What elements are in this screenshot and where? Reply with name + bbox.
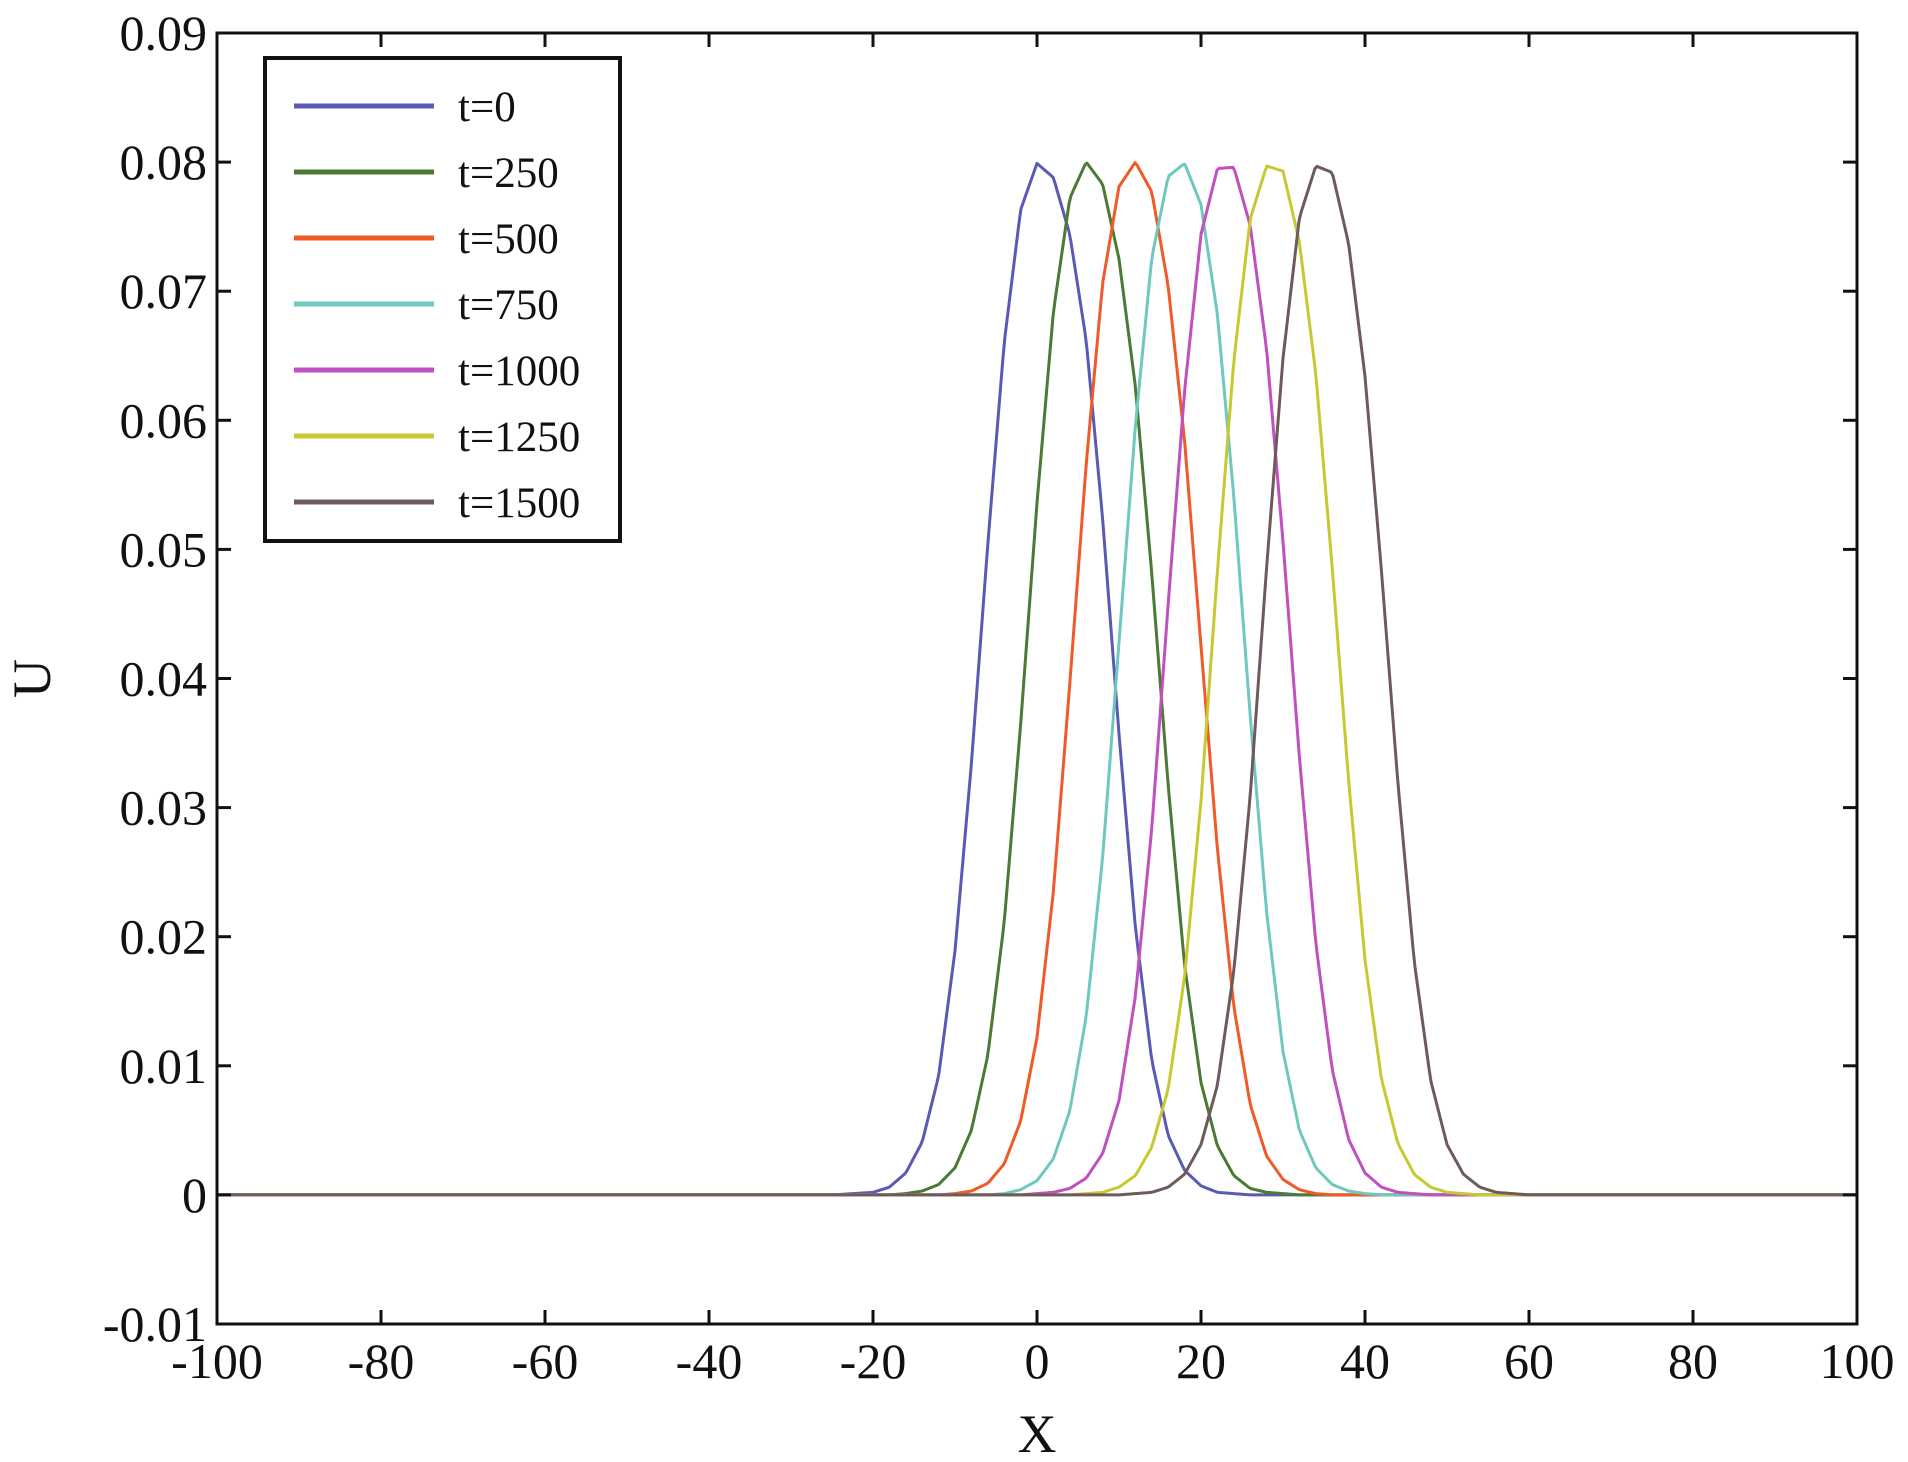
y-tick-label: 0.08 xyxy=(120,134,208,190)
x-tick-label: -40 xyxy=(676,1333,743,1389)
x-tick-labels: -100 -80 -60 -40 -20 0 20 40 60 80 100 xyxy=(171,1333,1894,1389)
x-tick-label: -60 xyxy=(512,1333,579,1389)
y-tick-label: 0.01 xyxy=(120,1038,208,1094)
y-tick-label: 0.02 xyxy=(120,909,208,965)
legend-label: t=1250 xyxy=(458,414,580,461)
legend-label: t=1000 xyxy=(458,348,580,395)
x-tick-label: 40 xyxy=(1340,1333,1390,1389)
y-tick-label: 0.09 xyxy=(120,5,208,61)
legend-label: t=0 xyxy=(458,84,516,131)
legend-label: t=500 xyxy=(458,216,559,263)
y-tick-label: 0.06 xyxy=(120,392,208,448)
y-tick-labels: -0.01 0 0.01 0.02 0.03 0.04 0.05 0.06 0.07 0.08 0.… xyxy=(103,5,207,1352)
x-tick-label: 80 xyxy=(1668,1333,1718,1389)
y-tick-label: -0.01 xyxy=(103,1296,207,1352)
x-tick-label: -100 xyxy=(171,1333,263,1389)
x-tick-label: 0 xyxy=(1025,1333,1050,1389)
y-tick-label: 0.04 xyxy=(120,651,208,707)
x-tick-label: 100 xyxy=(1820,1333,1895,1389)
series-line-6 xyxy=(217,164,1857,1197)
x-tick-label: 60 xyxy=(1504,1333,1554,1389)
series-lines xyxy=(217,161,1857,1197)
legend: t=0 t=250 t=500 t=750 t=1000 t=1250 t=1500 xyxy=(263,56,622,543)
y-tick-label: 0.07 xyxy=(120,263,208,319)
x-axis-label: X xyxy=(1018,1404,1057,1462)
y-tick-label: 0.05 xyxy=(120,521,208,577)
x-tick-label: -80 xyxy=(348,1333,415,1389)
legend-label: t=750 xyxy=(458,282,559,329)
y-axis-label: U xyxy=(2,659,62,698)
legend-box xyxy=(263,56,622,543)
tick-marks xyxy=(215,31,1859,1326)
x-tick-label: 20 xyxy=(1176,1333,1226,1389)
legend-label: t=1500 xyxy=(458,480,580,527)
y-tick-label: 0 xyxy=(182,1167,207,1223)
y-tick-label: 0.03 xyxy=(120,780,208,836)
x-tick-label: -20 xyxy=(840,1333,907,1389)
legend-label: t=250 xyxy=(458,150,559,197)
